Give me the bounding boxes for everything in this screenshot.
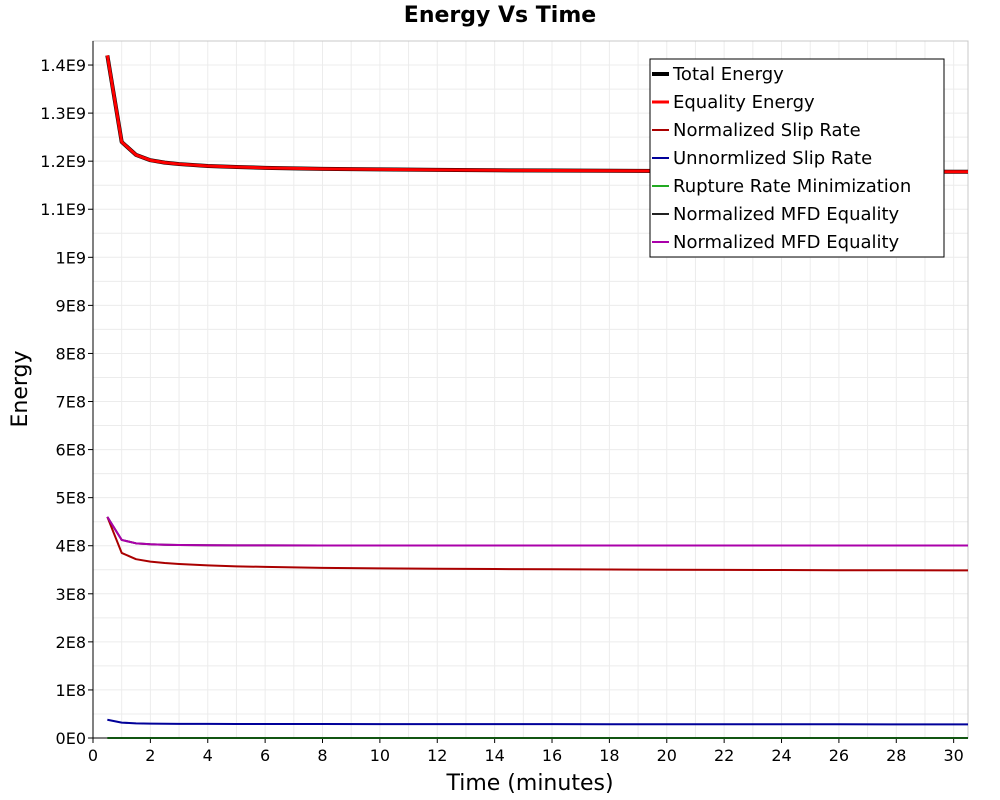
y-tick-label: 1E9 [56, 248, 86, 267]
x-tick-label: 24 [771, 746, 791, 765]
legend-label: Unnormlized Slip Rate [673, 148, 872, 169]
y-axis-ticks: 0E0 1E8 2E8 3E8 4E8 5E8 6E8 7E8 8E8 9E8 1E9 1.1E9 1.… [40, 56, 93, 748]
legend-items: Total Energy Equality Energy Normalized Sl… [652, 64, 911, 253]
y-axis-label: Energy [8, 350, 33, 427]
grid-lines [93, 41, 968, 738]
x-tick-label: 26 [829, 746, 849, 765]
x-tick-label: 18 [599, 746, 619, 765]
chart-title: Energy Vs Time [404, 3, 596, 28]
x-tick-label: 10 [370, 746, 390, 765]
y-tick-label: 3E8 [56, 585, 86, 604]
x-tick-label: 12 [427, 746, 447, 765]
legend: Total Energy Equality Energy Normalized Sl… [649, 58, 945, 258]
y-tick-label: 6E8 [56, 441, 86, 460]
y-tick-label: 1.1E9 [40, 200, 86, 219]
series-line-unnormlized-slip-rate-3 [107, 718, 968, 726]
x-tick-label: 4 [203, 746, 213, 765]
y-tick-label: 0E0 [56, 729, 86, 748]
y-tick-label: 9E8 [56, 296, 86, 315]
legend-label: Rupture Rate Minimization [673, 176, 911, 197]
x-tick-label: 30 [943, 746, 963, 765]
legend-label: Normalized MFD Equality [673, 204, 900, 225]
y-tick-label: 1.2E9 [40, 152, 86, 171]
y-tick-label: 1.4E9 [40, 56, 86, 75]
x-tick-label: 6 [260, 746, 270, 765]
x-tick-label: 2 [145, 746, 155, 765]
x-tick-label: 28 [886, 746, 906, 765]
y-tick-label: 8E8 [56, 344, 86, 363]
series-line-normalized-mfd-equality-6 [106, 516, 968, 547]
x-axis-label: Time (minutes) [445, 771, 613, 796]
y-tick-label: 1E8 [56, 681, 86, 700]
y-tick-label: 7E8 [56, 393, 86, 412]
x-tick-label: 14 [484, 746, 504, 765]
x-tick-label: 8 [317, 746, 327, 765]
x-tick-label: 16 [542, 746, 562, 765]
series-line-normalized-slip-rate-2 [106, 516, 969, 572]
legend-label: Equality Energy [673, 92, 815, 113]
x-tick-label: 22 [714, 746, 734, 765]
x-axis-ticks: 0 2 4 6 8 10 12 14 16 18 20 22 24 26 28 30 [88, 738, 964, 765]
y-tick-label: 2E8 [56, 633, 86, 652]
y-tick-label: 1.3E9 [40, 104, 86, 123]
legend-label: Normalized MFD Equality [673, 232, 900, 253]
legend-label: Total Energy [672, 64, 784, 85]
y-tick-label: 4E8 [56, 537, 86, 556]
y-tick-label: 5E8 [56, 489, 86, 508]
x-tick-label: 0 [88, 746, 98, 765]
legend-label: Normalized Slip Rate [673, 120, 861, 141]
x-tick-label: 20 [657, 746, 677, 765]
legend-box [649, 58, 945, 258]
